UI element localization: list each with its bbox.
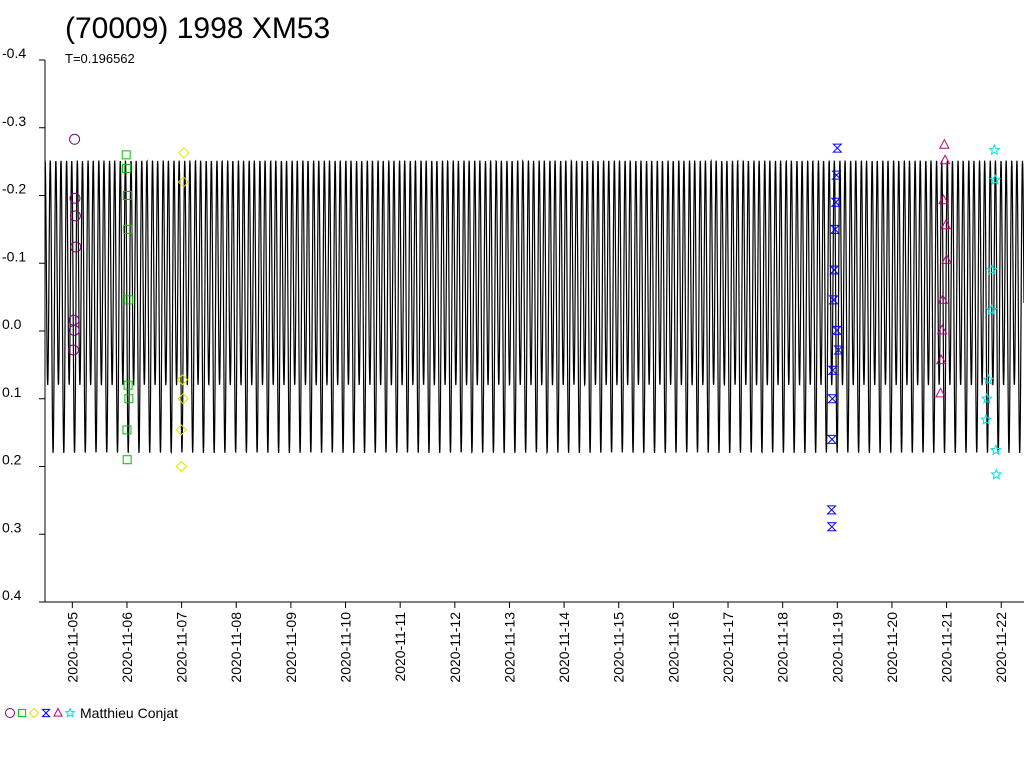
marker: [989, 173, 1002, 186]
x-tick-label: 2020-11-21: [939, 612, 955, 683]
marker: [175, 460, 188, 473]
marker: [830, 197, 841, 207]
marker: [124, 394, 134, 404]
legend-marker: [28, 707, 40, 719]
marker: [827, 365, 838, 375]
x-tick-label: 2020-11-16: [665, 612, 681, 683]
marker: [178, 147, 190, 159]
x-tick-label: 2020-11-22: [993, 612, 1009, 683]
marker: [177, 393, 189, 405]
legend-marker: [41, 708, 51, 718]
marker: [826, 522, 838, 532]
y-tick-label: -0.3: [2, 113, 26, 129]
marker: [937, 293, 949, 304]
x-tick-label: 2020-11-12: [447, 612, 463, 683]
x-tick-label: 2020-11-06: [119, 612, 135, 683]
marker: [122, 191, 132, 200]
legend-label: Matthieu Conjat: [80, 705, 178, 721]
y-tick-label: 0.3: [2, 519, 22, 535]
marker: [69, 192, 81, 204]
marker: [936, 324, 948, 335]
y-tick-label: -0.1: [2, 248, 26, 264]
chart-subtitle: T=0.196562: [65, 51, 135, 66]
marker: [938, 138, 950, 149]
marker: [175, 424, 187, 436]
y-tick-label: 0.0: [2, 316, 22, 332]
marker: [831, 325, 843, 335]
marker: [123, 295, 133, 305]
marker: [70, 241, 82, 253]
marker: [831, 170, 842, 180]
marker: [939, 154, 951, 165]
marker: [980, 392, 993, 404]
marker: [123, 380, 133, 390]
legend-marker: [53, 707, 63, 717]
x-tick-label: 2020-11-10: [338, 612, 354, 683]
marker: [990, 468, 1003, 480]
y-tick-label: -0.2: [2, 181, 26, 197]
y-tick-label: 0.4: [2, 587, 22, 603]
y-tick-label: 0.2: [2, 452, 22, 468]
marker: [123, 224, 133, 234]
legend-marker: [5, 708, 15, 718]
marker: [985, 303, 998, 316]
x-tick-label: 2020-11-07: [174, 612, 190, 683]
marker: [826, 434, 838, 444]
y-tick-label: 0.1: [2, 384, 22, 400]
marker: [121, 150, 131, 160]
marker: [935, 354, 947, 365]
x-tick-label: 2020-11-18: [775, 612, 791, 683]
y-tick-label: -0.4: [2, 45, 26, 61]
marker: [177, 176, 190, 188]
marker: [828, 295, 839, 305]
marker: [982, 373, 995, 385]
x-tick-label: 2020-11-17: [720, 612, 736, 683]
marker: [938, 194, 949, 205]
marker: [122, 163, 132, 173]
marker: [68, 324, 80, 336]
marker: [122, 455, 132, 465]
marker: [989, 443, 1002, 456]
marker: [122, 425, 132, 435]
marker: [176, 374, 189, 386]
marker: [986, 263, 999, 276]
marker: [935, 387, 946, 398]
chart-title: (70009) 1998 XM53: [65, 12, 330, 45]
marker: [980, 413, 993, 425]
marker: [833, 345, 844, 355]
marker: [988, 143, 1001, 156]
x-tick-label: 2020-11-11: [392, 612, 408, 682]
x-tick-label: 2020-11-15: [611, 612, 627, 683]
marker: [832, 143, 843, 153]
legend-marker: [64, 707, 76, 718]
x-tick-label: 2020-11-05: [64, 612, 80, 683]
marker: [829, 224, 841, 234]
x-tick-label: 2020-11-20: [884, 612, 900, 683]
x-tick-label: 2020-11-08: [228, 612, 244, 683]
marker: [940, 219, 952, 230]
marker: [829, 265, 840, 275]
x-tick-label: 2020-11-14: [556, 612, 572, 683]
marker: [827, 394, 838, 404]
marker: [941, 253, 952, 264]
marker: [826, 505, 837, 515]
legend-marker: [17, 708, 27, 718]
marker: [67, 344, 79, 356]
marker: [69, 210, 81, 222]
model-curve: [44, 158, 1024, 455]
marker: [69, 133, 81, 145]
x-tick-label: 2020-11-09: [283, 612, 299, 683]
x-tick-label: 2020-11-19: [829, 612, 845, 683]
x-tick-label: 2020-11-13: [501, 612, 517, 683]
